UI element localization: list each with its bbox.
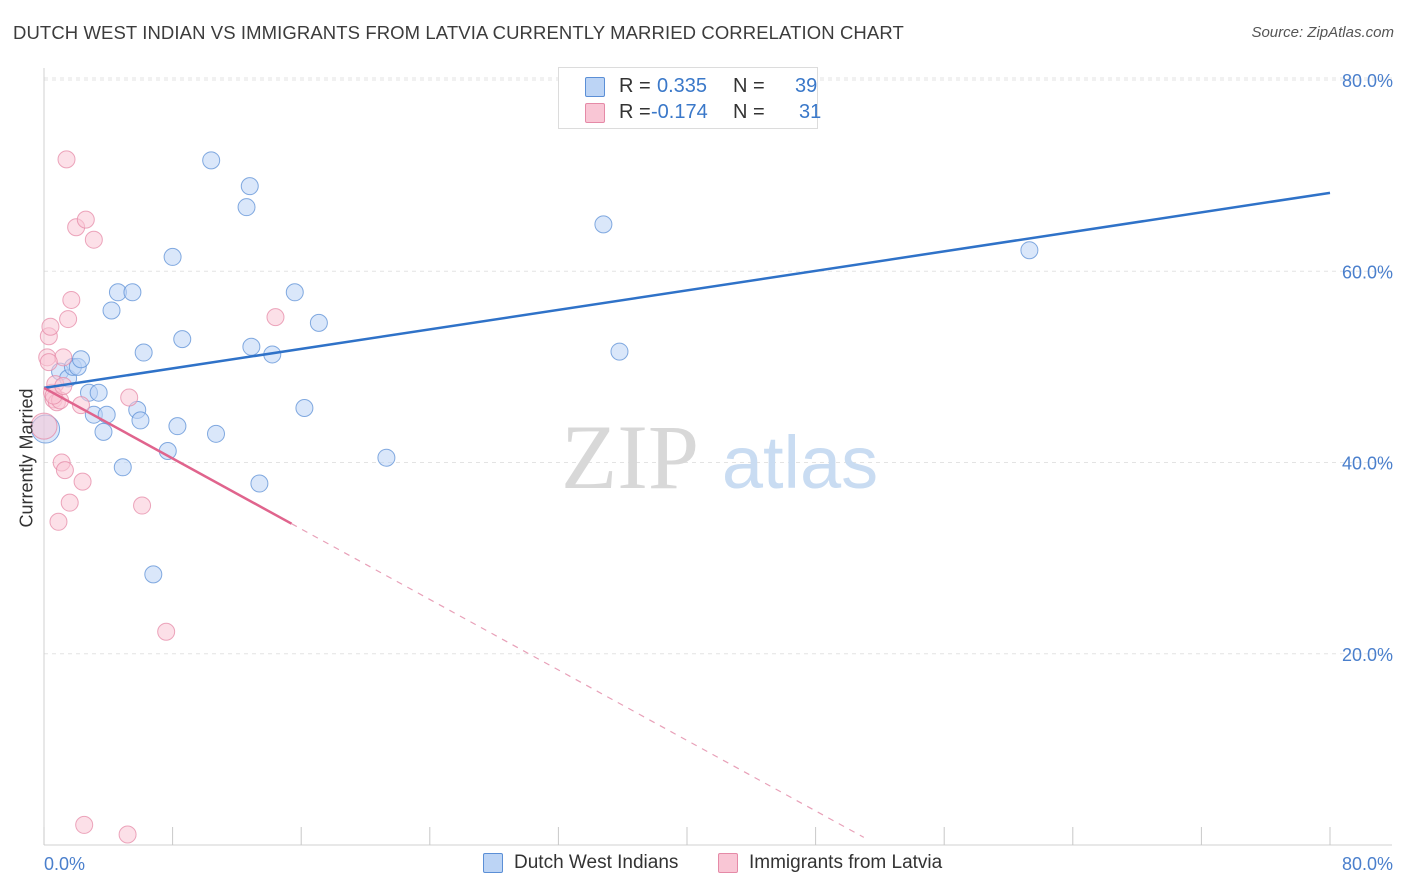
data-point-dutch-west-indians bbox=[240, 177, 259, 196]
data-points bbox=[30, 150, 1039, 844]
data-point-immigrants-from-latvia bbox=[157, 622, 176, 641]
data-point-immigrants-from-latvia bbox=[49, 512, 68, 531]
data-point-immigrants-from-latvia bbox=[118, 825, 137, 844]
series-swatch-pink bbox=[718, 853, 738, 873]
trend-line-extension-immigrants-from-latvia bbox=[291, 523, 865, 838]
data-point-dutch-west-indians bbox=[237, 198, 256, 217]
tick-labels: 20.0% 40.0% 60.0% 80.0% 0.0% 80.0% bbox=[44, 71, 1393, 874]
data-point-immigrants-from-latvia bbox=[55, 461, 74, 480]
data-point-immigrants-from-latvia bbox=[60, 493, 79, 512]
y-tick-label: 80.0% bbox=[1342, 71, 1393, 91]
data-point-dutch-west-indians bbox=[97, 405, 116, 424]
y-axis-label: Currently Married bbox=[16, 388, 37, 528]
trend-line-immigrants-from-latvia bbox=[43, 386, 293, 525]
data-point-dutch-west-indians bbox=[163, 247, 182, 266]
source-label: Source: ZipAtlas.com bbox=[1251, 24, 1394, 41]
y-tick-label: 40.0% bbox=[1342, 454, 1393, 474]
data-point-dutch-west-indians bbox=[285, 283, 304, 302]
legend-r-value: 0.335 bbox=[657, 75, 708, 97]
x-tick-label: 0.0% bbox=[44, 854, 85, 874]
data-point-immigrants-from-latvia bbox=[76, 210, 95, 229]
data-point-dutch-west-indians bbox=[377, 448, 396, 467]
x-tick-label: 80.0% bbox=[1342, 854, 1393, 874]
trend-lines bbox=[43, 191, 1331, 838]
data-point-immigrants-from-latvia bbox=[57, 150, 76, 169]
data-point-dutch-west-indians bbox=[250, 474, 269, 493]
legend-swatch-blue bbox=[585, 77, 605, 97]
series-legend-label: Immigrants from Latvia bbox=[749, 852, 943, 873]
watermark-zip: ZIP bbox=[561, 406, 699, 508]
data-point-immigrants-from-latvia bbox=[84, 230, 103, 249]
data-point-dutch-west-indians bbox=[309, 313, 328, 332]
trend-line-dutch-west-indians bbox=[43, 191, 1331, 390]
data-point-dutch-west-indians bbox=[89, 383, 108, 402]
data-point-immigrants-from-latvia bbox=[39, 353, 58, 372]
series-legend-label: Dutch West Indians bbox=[514, 852, 679, 873]
y-tick-label: 20.0% bbox=[1342, 645, 1393, 665]
data-point-dutch-west-indians bbox=[71, 350, 90, 369]
data-point-immigrants-from-latvia bbox=[133, 496, 152, 515]
series-swatch-blue bbox=[483, 853, 503, 873]
axes bbox=[43, 68, 1392, 846]
data-point-dutch-west-indians bbox=[594, 215, 613, 234]
legend-n-value: 39 bbox=[795, 75, 818, 97]
data-point-immigrants-from-latvia bbox=[59, 310, 78, 329]
chart-title: DUTCH WEST INDIAN VS IMMIGRANTS FROM LAT… bbox=[13, 22, 904, 43]
data-point-dutch-west-indians bbox=[295, 398, 314, 417]
grid-lines bbox=[44, 77, 1392, 655]
legend-n-label: N = bbox=[733, 75, 765, 97]
legend-r-label: R = bbox=[619, 75, 651, 97]
data-point-dutch-west-indians bbox=[202, 151, 221, 170]
data-point-immigrants-from-latvia bbox=[266, 308, 285, 327]
data-point-dutch-west-indians bbox=[144, 565, 163, 584]
data-point-immigrants-from-latvia bbox=[30, 412, 58, 440]
data-point-dutch-west-indians bbox=[102, 301, 121, 320]
data-point-dutch-west-indians bbox=[242, 337, 261, 356]
legend-n-value: 31 bbox=[799, 101, 822, 123]
data-point-dutch-west-indians bbox=[168, 417, 187, 436]
legend-r-label: R = bbox=[619, 101, 651, 123]
legend-r-value: -0.174 bbox=[651, 101, 708, 123]
data-point-immigrants-from-latvia bbox=[75, 815, 94, 834]
data-point-immigrants-from-latvia bbox=[120, 388, 139, 407]
data-point-dutch-west-indians bbox=[173, 330, 192, 349]
watermark: ZIP atlas bbox=[561, 406, 878, 508]
data-point-immigrants-from-latvia bbox=[73, 472, 92, 491]
data-point-dutch-west-indians bbox=[113, 458, 132, 477]
data-point-dutch-west-indians bbox=[134, 343, 153, 362]
legend-n-label: N = bbox=[733, 101, 765, 123]
data-point-dutch-west-indians bbox=[207, 424, 226, 443]
legend-swatch-pink bbox=[585, 103, 605, 123]
data-point-dutch-west-indians bbox=[123, 283, 142, 302]
correlation-legend: R = 0.335 N = 39 R = -0.174 N = 31 bbox=[558, 67, 822, 129]
data-point-immigrants-from-latvia bbox=[62, 290, 81, 309]
data-point-immigrants-from-latvia bbox=[41, 317, 60, 336]
data-point-dutch-west-indians bbox=[1020, 241, 1039, 260]
data-point-dutch-west-indians bbox=[94, 422, 113, 441]
data-point-dutch-west-indians bbox=[610, 342, 629, 361]
y-tick-label: 60.0% bbox=[1342, 262, 1393, 282]
watermark-atlas: atlas bbox=[722, 421, 878, 504]
data-point-dutch-west-indians bbox=[131, 411, 150, 430]
